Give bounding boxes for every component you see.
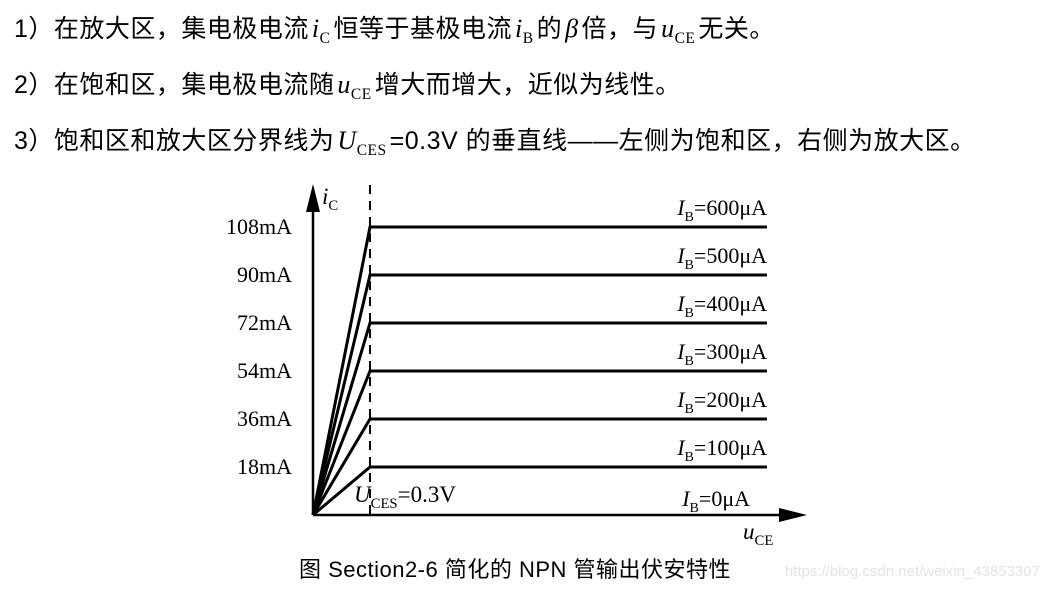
boundary-voltage-label: UCES=0.3V: [354, 482, 456, 512]
y-tick-36mA: 36mA: [237, 406, 292, 431]
math-var: UCES: [337, 126, 387, 159]
y-tick-18mA: 18mA: [237, 454, 292, 479]
y-tick-108mA: 108mA: [226, 214, 292, 239]
curve-ib-200uA: [311, 417, 767, 516]
curve-label-ib-300uA: IB=300μA: [676, 339, 767, 369]
math-var: uCE: [337, 70, 372, 103]
note-line-1: 1）在放大区，集电极电流 iC 恒等于基极电流 iB 的 β 倍，与 uCE 无关。: [14, 14, 775, 47]
curve-ib-300uA: [311, 369, 767, 516]
y-axis-label: iC: [322, 184, 338, 214]
curve-ib-100uA: [312, 465, 767, 517]
watermark: https://blog.csdn.net/weixin_43853307: [784, 563, 1040, 580]
y-axis-arrow: [306, 184, 320, 212]
y-tick-54mA: 54mA: [237, 358, 292, 383]
curve-label-ib-100uA: IB=100μA: [676, 435, 767, 465]
note-line-2: 2）在饱和区，集电极电流随 uCE 增大而增大，近似为线性。: [14, 70, 681, 103]
curve-label-ib-200uA: IB=200μA: [676, 387, 767, 417]
notes-list: 1）在放大区，集电极电流 iC 恒等于基极电流 iB 的 β 倍，与 uCE 无关。 2）在饱和区…: [0, 6, 1046, 174]
curve-label-ib-400uA: IB=400μA: [676, 291, 767, 321]
math-var: iB: [515, 14, 534, 47]
curve-ib-400uA: [311, 321, 767, 516]
curve-label-ib-600uA: IB=600μA: [676, 195, 767, 225]
math-var: iC: [311, 14, 331, 47]
figure-caption: 图 Section2-6 简化的 NPN 管输出伏安特性: [298, 557, 732, 582]
curve-label-ib-0uA: IB=0μA: [681, 486, 750, 516]
y-tick-90mA: 90mA: [237, 262, 292, 287]
curve-ib-600uA: [311, 225, 767, 516]
x-axis-label: uCE: [743, 519, 773, 549]
math-var: uCE: [661, 14, 696, 47]
x-axis-arrow: [779, 508, 807, 522]
note-line-3: 3）饱和区和放大区分界线为 UCES =0.3V 的垂直线——左侧为饱和区，右侧为放…: [14, 126, 976, 159]
y-tick-72mA: 72mA: [237, 310, 292, 335]
curve-ib-500uA: [311, 273, 767, 516]
math-var: β: [565, 14, 579, 43]
curve-label-ib-500uA: IB=500μA: [676, 243, 767, 273]
